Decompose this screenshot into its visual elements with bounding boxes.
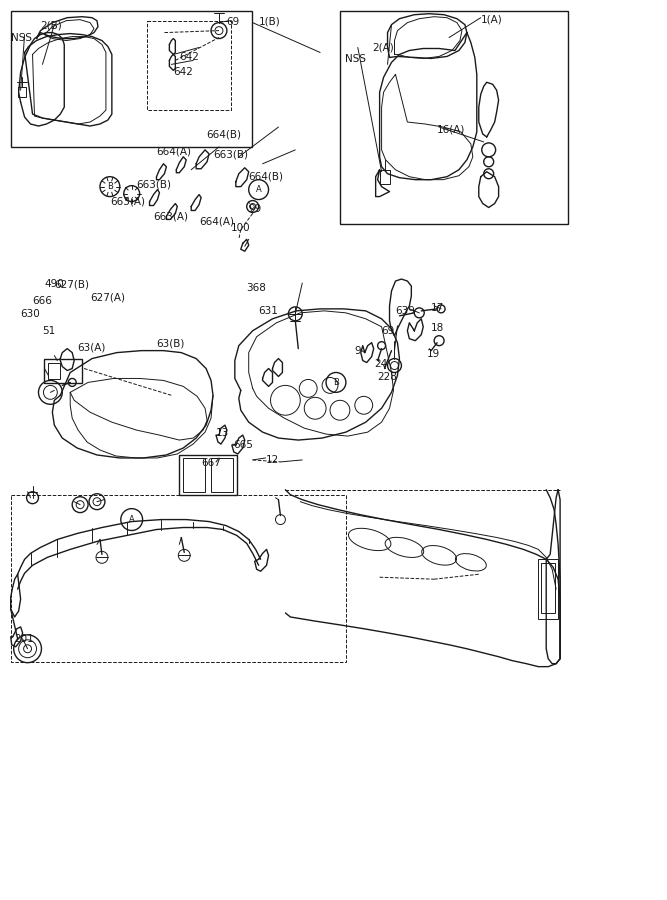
Text: 642: 642: [173, 68, 193, 77]
Text: 627(B): 627(B): [54, 279, 89, 289]
Text: A: A: [255, 185, 261, 194]
Text: 663(A): 663(A): [110, 196, 145, 207]
Bar: [17, 87, 25, 97]
Bar: [147, 21, 231, 110]
Text: 13: 13: [216, 428, 229, 438]
Text: 51: 51: [43, 326, 56, 336]
Text: NSS: NSS: [345, 55, 366, 65]
Bar: [45, 358, 82, 383]
Text: 9: 9: [355, 346, 362, 356]
Text: 490: 490: [45, 279, 64, 289]
Text: NSS: NSS: [11, 32, 32, 42]
Text: 664(B): 664(B): [206, 130, 241, 140]
Text: 228: 228: [378, 373, 398, 382]
Text: 19: 19: [427, 348, 440, 358]
Text: 69: 69: [226, 17, 239, 27]
Text: 63(A): 63(A): [77, 343, 105, 353]
Text: 639: 639: [396, 306, 416, 316]
Text: 663(B): 663(B): [137, 180, 171, 190]
Text: 667: 667: [201, 458, 221, 468]
Text: 664(B): 664(B): [249, 172, 283, 182]
Text: 201: 201: [15, 634, 35, 643]
Text: 99: 99: [249, 203, 262, 213]
Bar: [538, 559, 558, 619]
Bar: [49, 363, 60, 380]
Text: 663(A): 663(A): [153, 212, 189, 221]
Text: 627(A): 627(A): [90, 293, 125, 303]
Bar: [179, 455, 237, 495]
Text: 1(A): 1(A): [481, 14, 502, 24]
Text: 368: 368: [245, 283, 265, 293]
Text: 16(A): 16(A): [437, 124, 466, 134]
Bar: [183, 458, 205, 491]
Bar: [11, 495, 346, 662]
Text: A: A: [129, 515, 135, 524]
Text: 664(A): 664(A): [199, 217, 234, 227]
Text: 18: 18: [431, 323, 444, 333]
Bar: [380, 170, 390, 184]
Text: 631: 631: [259, 306, 279, 316]
Text: 2(B): 2(B): [41, 21, 62, 31]
Text: 1(B): 1(B): [259, 17, 280, 27]
Text: 664(A): 664(A): [157, 147, 191, 157]
Text: 24: 24: [375, 358, 388, 369]
Text: B: B: [333, 378, 339, 387]
Text: 63(B): 63(B): [157, 338, 185, 348]
Text: 69: 69: [382, 326, 395, 336]
Bar: [541, 563, 555, 613]
Text: 642: 642: [179, 52, 199, 62]
Text: 100: 100: [231, 223, 251, 233]
Bar: [340, 11, 568, 224]
Text: 666: 666: [33, 296, 53, 306]
Text: 12: 12: [265, 455, 279, 465]
Text: 630: 630: [21, 309, 41, 319]
Text: B: B: [107, 182, 113, 191]
Text: 663(B): 663(B): [213, 150, 248, 160]
Text: 17: 17: [431, 303, 444, 313]
Bar: [11, 11, 251, 147]
Text: 2(A): 2(A): [373, 42, 394, 52]
Text: 665: 665: [233, 440, 253, 450]
Bar: [211, 458, 233, 491]
